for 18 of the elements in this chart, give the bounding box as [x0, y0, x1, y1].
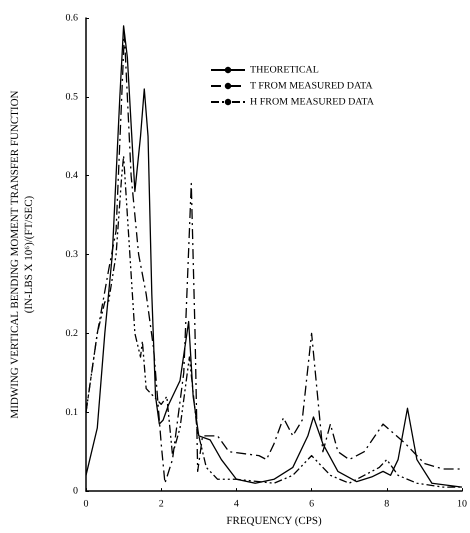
x-tick-label: 8	[384, 498, 390, 510]
legend-label: H FROM MEASURED DATA	[250, 96, 375, 108]
y-tick-label: 0.5	[66, 91, 78, 102]
y-tick-label: 0	[73, 486, 78, 497]
x-tick-label: 10	[457, 498, 467, 510]
y-tick-label: 0.3	[66, 249, 78, 260]
x-axis-title: FREQUENCY (CPS)	[226, 515, 322, 527]
x-tick-label: 2	[158, 498, 164, 510]
x-tick-label: 0	[84, 498, 88, 510]
x-tick-label: 4	[234, 498, 239, 510]
y-tick-label: 0.6	[66, 12, 78, 24]
legend-label: T FROM MEASURED DATA	[250, 80, 374, 92]
legend-label: THEORETICAL	[250, 64, 319, 76]
y-tick-label: 0.1	[66, 406, 78, 418]
y-tick-label: 0.2	[66, 328, 78, 339]
y-tick-label: 0.4	[66, 170, 78, 182]
x-tick-label: 6	[309, 498, 314, 510]
y-axis-title: MIDWING VERTICAL BENDING MOMENT TRANSFER FUNCTION (IN-LBS X 10⁶)/(FT/SEC)	[9, 90, 35, 419]
